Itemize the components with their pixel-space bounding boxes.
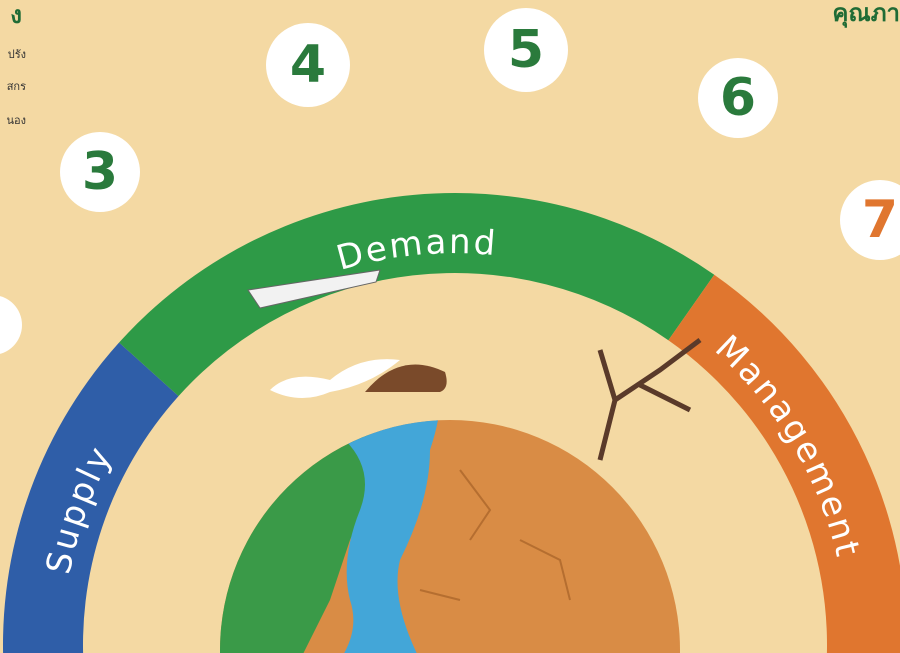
infographic: ง ปรัง สกร นอง คุณภา SupplyDemandManagem… — [0, 0, 900, 653]
left-line: ปรัง — [8, 48, 26, 61]
step-number: 3 — [82, 142, 118, 202]
step-number: 5 — [508, 20, 544, 80]
left-title: ง — [10, 1, 22, 29]
step-number: 6 — [720, 68, 756, 128]
left-line: นอง — [7, 114, 27, 127]
right-title: คุณภา — [832, 0, 900, 29]
step-number: 4 — [290, 35, 326, 95]
step-number: 7 — [862, 190, 898, 250]
left-line: สกร — [7, 80, 26, 93]
